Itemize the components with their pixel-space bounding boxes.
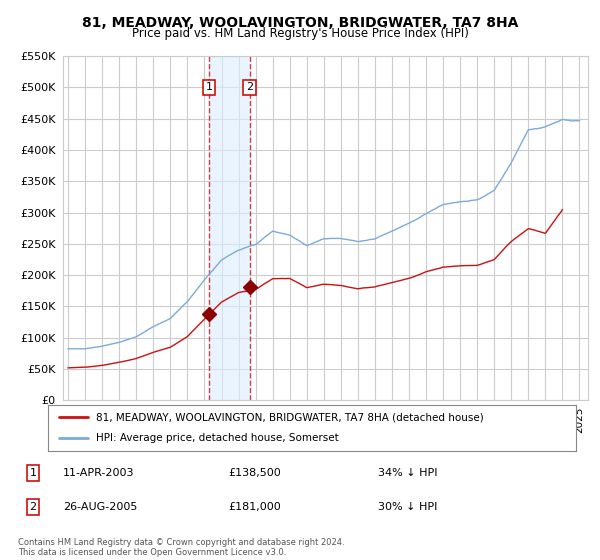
Text: 1: 1 <box>29 468 37 478</box>
Text: 34% ↓ HPI: 34% ↓ HPI <box>378 468 437 478</box>
Text: 2: 2 <box>29 502 37 512</box>
Text: 2: 2 <box>246 82 253 92</box>
Text: 81, MEADWAY, WOOLAVINGTON, BRIDGWATER, TA7 8HA (detached house): 81, MEADWAY, WOOLAVINGTON, BRIDGWATER, T… <box>95 412 483 422</box>
Text: 81, MEADWAY, WOOLAVINGTON, BRIDGWATER, TA7 8HA: 81, MEADWAY, WOOLAVINGTON, BRIDGWATER, T… <box>82 16 518 30</box>
Text: 30% ↓ HPI: 30% ↓ HPI <box>378 502 437 512</box>
Text: HPI: Average price, detached house, Somerset: HPI: Average price, detached house, Some… <box>95 433 338 444</box>
Bar <box>209 56 250 400</box>
Text: £181,000: £181,000 <box>228 502 281 512</box>
Text: £138,500: £138,500 <box>228 468 281 478</box>
Text: 1: 1 <box>206 82 212 92</box>
Text: Price paid vs. HM Land Registry's House Price Index (HPI): Price paid vs. HM Land Registry's House … <box>131 27 469 40</box>
Text: 11-APR-2003: 11-APR-2003 <box>63 468 134 478</box>
Text: 26-AUG-2005: 26-AUG-2005 <box>63 502 137 512</box>
Text: Contains HM Land Registry data © Crown copyright and database right 2024.
This d: Contains HM Land Registry data © Crown c… <box>18 538 344 557</box>
